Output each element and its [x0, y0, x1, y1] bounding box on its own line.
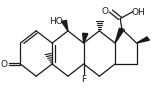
Polygon shape: [83, 34, 88, 44]
Text: F: F: [81, 74, 86, 83]
Text: O: O: [102, 7, 109, 16]
Text: O: O: [1, 60, 8, 69]
Text: OH: OH: [132, 8, 146, 17]
Text: HO: HO: [49, 17, 62, 26]
Polygon shape: [137, 38, 149, 44]
Polygon shape: [62, 21, 68, 32]
Polygon shape: [115, 29, 124, 44]
